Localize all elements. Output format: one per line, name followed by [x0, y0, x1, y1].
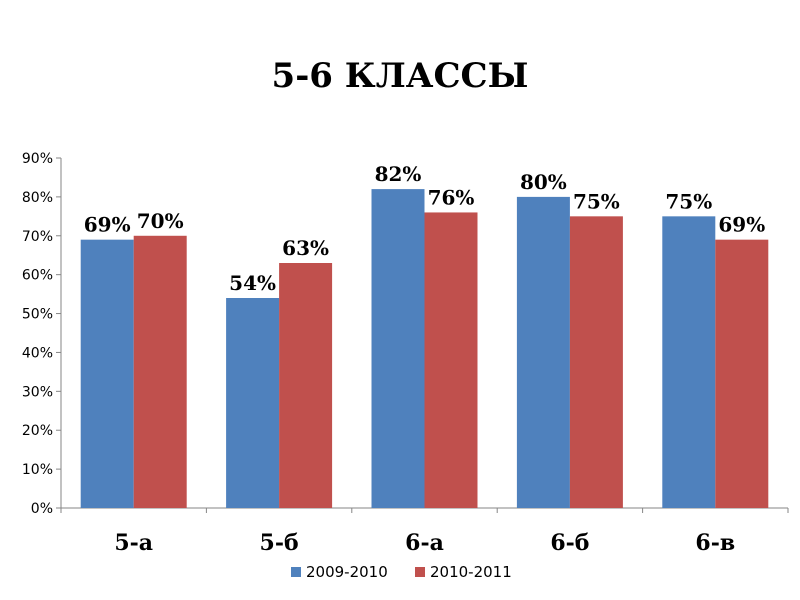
- data-labels: 69% 70%54%63%82%76%80%75% 75%69%: [84, 162, 765, 295]
- bar-series2: [133, 235, 187, 508]
- y-tick-label: 50%: [22, 307, 53, 323]
- bar-series2: [715, 239, 769, 508]
- y-tick-label: 10%: [22, 462, 53, 478]
- y-tick-label: 40%: [22, 345, 53, 361]
- data-label: 70%: [137, 209, 184, 233]
- y-tick-label: 80%: [22, 190, 53, 206]
- legend-label: 2010-2011: [430, 563, 512, 581]
- y-tick-label: 60%: [22, 268, 53, 284]
- y-tick-label: 30%: [22, 384, 53, 400]
- data-label: 69%: [718, 213, 765, 237]
- bar-series1: [80, 239, 134, 508]
- data-label: 76%: [428, 185, 475, 209]
- legend-swatch: [291, 567, 301, 577]
- x-category-label: 5-а: [114, 530, 153, 556]
- bar-series1: [516, 196, 570, 508]
- bar-series1: [662, 216, 716, 509]
- data-label: 82%: [375, 162, 422, 186]
- y-tick-label: 70%: [22, 229, 53, 245]
- chart-title: 5-6 КЛАССЫ: [272, 56, 529, 96]
- data-label: 75%: [665, 189, 712, 213]
- y-tick-label: 20%: [22, 423, 53, 439]
- legend: 2009-2010 2010-2011: [291, 563, 512, 581]
- bars: [80, 189, 769, 509]
- axes: 0% 10% 20% 30% 40% 50% 60% 70% 80% 90% 5-а 5-б 6-а 6-…: [22, 151, 789, 556]
- data-label: 63%: [282, 236, 329, 260]
- data-label: 75%: [573, 189, 620, 213]
- x-category-label: 5-б: [260, 530, 299, 556]
- y-tick-label: 0%: [31, 501, 53, 517]
- x-category-label: 6-в: [695, 530, 735, 556]
- y-tick-label: 90%: [22, 151, 53, 167]
- bar-series2: [424, 212, 478, 508]
- x-category-label: 6-а: [405, 530, 444, 556]
- legend-label: 2009-2010: [306, 563, 388, 581]
- bar-series1: [371, 189, 425, 508]
- bar-series2: [569, 216, 623, 509]
- legend-swatch: [415, 567, 425, 577]
- data-label: 69%: [84, 213, 131, 237]
- bar-series2: [279, 263, 333, 508]
- bar-series1: [226, 298, 280, 508]
- data-label: 54%: [229, 271, 276, 295]
- data-label: 80%: [520, 170, 567, 194]
- x-category-label: 6-б: [550, 530, 589, 556]
